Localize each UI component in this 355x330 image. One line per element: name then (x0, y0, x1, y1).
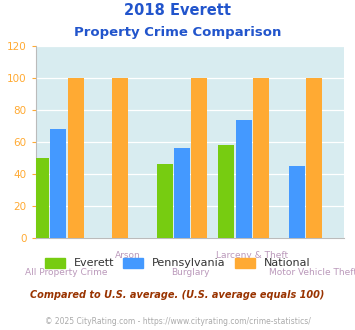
Bar (236, 119, 252, 238)
Text: Compared to U.S. average. (U.S. average equals 100): Compared to U.S. average. (U.S. average … (30, 290, 325, 300)
Text: © 2025 CityRating.com - https://www.cityrating.com/crime-statistics/: © 2025 CityRating.com - https://www.city… (45, 317, 310, 326)
Text: Property Crime Comparison: Property Crime Comparison (74, 26, 281, 39)
Text: Arson: Arson (115, 251, 141, 260)
Text: Motor Vehicle Theft: Motor Vehicle Theft (269, 268, 355, 277)
Bar (33, 158, 49, 238)
Bar (174, 148, 190, 238)
Bar (112, 78, 128, 238)
Text: Larceny & Theft: Larceny & Theft (215, 251, 288, 260)
Bar (157, 164, 173, 238)
Text: 2018 Everett: 2018 Everett (124, 3, 231, 18)
Bar (253, 78, 269, 238)
Bar (306, 78, 322, 238)
Bar (50, 129, 66, 238)
Bar (289, 166, 305, 238)
Text: Burglary: Burglary (171, 268, 209, 277)
Text: All Property Crime: All Property Crime (25, 268, 108, 277)
Bar (218, 145, 234, 238)
Legend: Everett, Pennsylvania, National: Everett, Pennsylvania, National (45, 258, 310, 268)
Bar (67, 78, 84, 238)
Bar (191, 78, 207, 238)
